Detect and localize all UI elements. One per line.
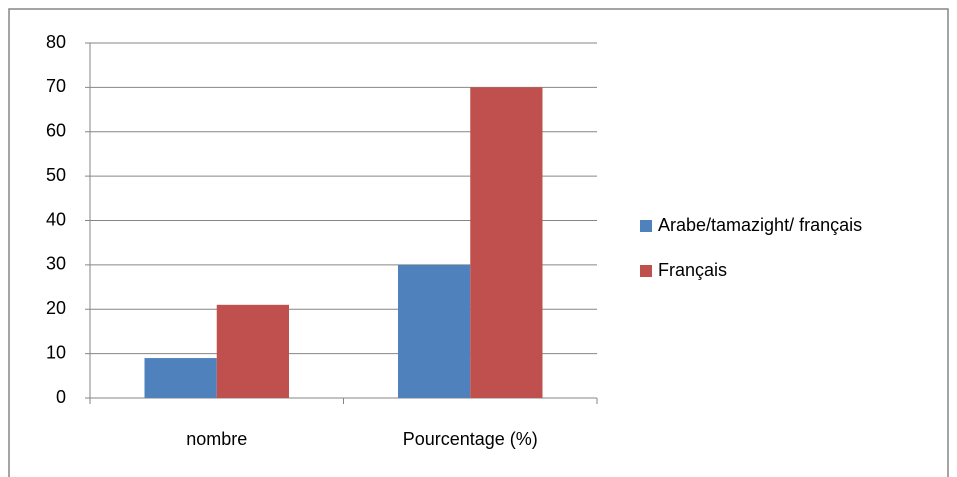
y-tick-label: 40 (46, 209, 66, 229)
y-tick-label: 10 (46, 342, 66, 362)
y-tick-label: 30 (46, 254, 66, 274)
y-tick-label: 80 (46, 32, 66, 52)
bar (470, 87, 543, 398)
legend-label: Français (658, 260, 727, 280)
x-tick-label: nombre (186, 429, 247, 449)
legend-label: Arabe/tamazight/ français (658, 215, 862, 235)
bar (216, 304, 289, 398)
legend-swatch (640, 265, 652, 277)
x-tick-label: Pourcentage (%) (403, 429, 538, 449)
bar (398, 264, 471, 398)
chart-border (8, 8, 949, 477)
y-tick-label: 0 (56, 387, 66, 407)
y-tick-label: 20 (46, 298, 66, 318)
y-tick-label: 50 (46, 165, 66, 185)
y-tick-label: 60 (46, 121, 66, 141)
bar (144, 358, 217, 398)
legend-swatch (640, 220, 652, 232)
y-tick-label: 70 (46, 76, 66, 96)
